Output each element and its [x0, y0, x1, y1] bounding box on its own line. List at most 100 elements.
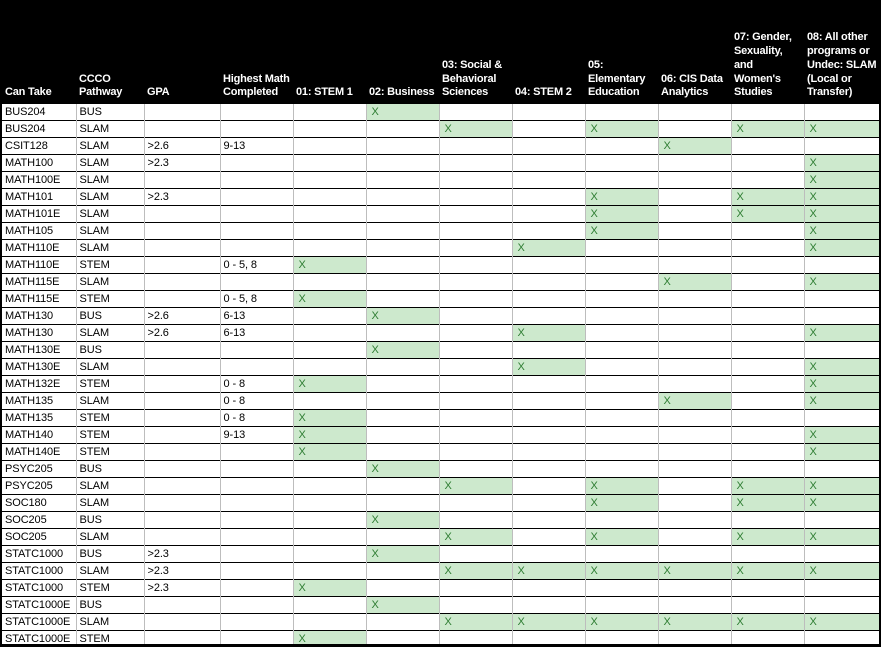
cell-program-05: [584, 375, 658, 393]
cell-program-02: [365, 120, 439, 138]
cell-program-03: X: [438, 477, 512, 495]
cell-pathway: SLAM: [75, 273, 144, 291]
cell-program-07: [730, 154, 804, 172]
cell-math: [219, 171, 293, 189]
cell-program-05: [584, 392, 658, 410]
cell-math: [219, 511, 293, 529]
cell-program-02: [365, 613, 439, 631]
cell-program-06: [657, 545, 731, 563]
cell-pathway: SLAM: [75, 613, 144, 631]
cell-math: [219, 545, 293, 563]
cell-program-07: [730, 103, 804, 121]
cell-program-05: [584, 443, 658, 461]
cell-program-06: [657, 154, 731, 172]
cell-program-05: [584, 239, 658, 257]
cell-program-07: [730, 443, 804, 461]
cell-program-04: X: [511, 324, 585, 342]
cell-program-08: [803, 579, 879, 597]
cell-program-01: X: [292, 256, 366, 274]
cell-program-06: [657, 494, 731, 512]
cell-program-04: [511, 290, 585, 308]
cell-gpa: [143, 426, 220, 444]
cell-math: [219, 222, 293, 240]
cell-program-08: [803, 596, 879, 614]
col-header-07-gender-sexuality-womens-studies: 07: Gender, Sexuality, and Women's Studi…: [731, 0, 804, 104]
cell-program-06: [657, 375, 731, 393]
table-row: STATC1000 BUS >2.3 X: [2, 545, 879, 563]
cell-program-08: X: [803, 613, 879, 631]
cell-program-01: [292, 120, 366, 138]
cell-program-05: [584, 137, 658, 155]
table-row: MATH140E STEM X X: [2, 443, 879, 461]
cell-program-05: [584, 256, 658, 274]
cell-program-04: [511, 477, 585, 495]
cell-program-08: [803, 630, 879, 644]
cell-program-05: [584, 596, 658, 614]
cell-math: [219, 103, 293, 121]
cell-program-07: [730, 324, 804, 342]
cell-program-03: [438, 154, 512, 172]
cell-math: 9-13: [219, 426, 293, 444]
cell-gpa: [143, 341, 220, 359]
cell-pathway: SLAM: [75, 154, 144, 172]
cell-math: [219, 188, 293, 206]
cell-gpa: [143, 171, 220, 189]
cell-gpa: >2.6: [143, 307, 220, 325]
cell-course: SOC205: [2, 528, 76, 546]
cell-program-05: [584, 324, 658, 342]
cell-program-07: [730, 137, 804, 155]
cell-course: MATH110E: [2, 239, 76, 257]
cell-program-08: [803, 307, 879, 325]
cell-math: [219, 443, 293, 461]
cell-pathway: SLAM: [75, 188, 144, 206]
cell-program-04: [511, 545, 585, 563]
cell-program-03: [438, 511, 512, 529]
cell-program-01: X: [292, 409, 366, 427]
cell-program-01: [292, 239, 366, 257]
cell-program-07: [730, 358, 804, 376]
cell-program-06: [657, 460, 731, 478]
cell-program-04: [511, 256, 585, 274]
col-header-01-stem1: 01: STEM 1: [293, 0, 366, 104]
cell-program-08: X: [803, 528, 879, 546]
cell-program-04: [511, 409, 585, 427]
cell-program-01: [292, 596, 366, 614]
cell-pathway: SLAM: [75, 239, 144, 257]
cell-program-02: [365, 256, 439, 274]
cell-program-03: X: [438, 120, 512, 138]
cell-gpa: >2.3: [143, 579, 220, 597]
table-row: MATH140 STEM 9-13 X X: [2, 426, 879, 444]
cell-program-04: [511, 511, 585, 529]
cell-program-05: [584, 290, 658, 308]
cell-course: STATC1000: [2, 562, 76, 580]
cell-pathway: STEM: [75, 290, 144, 308]
cell-program-07: [730, 426, 804, 444]
table-header: Can Take CCCO Pathway GPA Highest Math C…: [2, 0, 879, 104]
col-header-02-business: 02: Business: [366, 0, 439, 104]
cell-program-01: [292, 392, 366, 410]
cell-program-03: X: [438, 528, 512, 546]
table-row: MATH130 BUS >2.6 6-13 X: [2, 307, 879, 325]
cell-gpa: [143, 222, 220, 240]
cell-program-01: [292, 103, 366, 121]
cell-gpa: [143, 528, 220, 546]
cell-program-08: X: [803, 222, 879, 240]
table-row: STATC1000 STEM >2.3 X: [2, 579, 879, 597]
cell-gpa: [143, 392, 220, 410]
cell-course: CSIT128: [2, 137, 76, 155]
cell-program-04: [511, 443, 585, 461]
cell-math: [219, 154, 293, 172]
cell-program-07: [730, 290, 804, 308]
cell-program-07: X: [730, 562, 804, 580]
cell-program-02: [365, 154, 439, 172]
cell-program-01: X: [292, 579, 366, 597]
cell-program-04: [511, 188, 585, 206]
cell-math: [219, 630, 293, 644]
cell-pathway: STEM: [75, 630, 144, 644]
cell-program-02: [365, 392, 439, 410]
cell-pathway: SLAM: [75, 120, 144, 138]
cell-program-05: [584, 273, 658, 291]
cell-course: MATH140: [2, 426, 76, 444]
cell-gpa: >2.3: [143, 154, 220, 172]
cell-program-03: [438, 579, 512, 597]
